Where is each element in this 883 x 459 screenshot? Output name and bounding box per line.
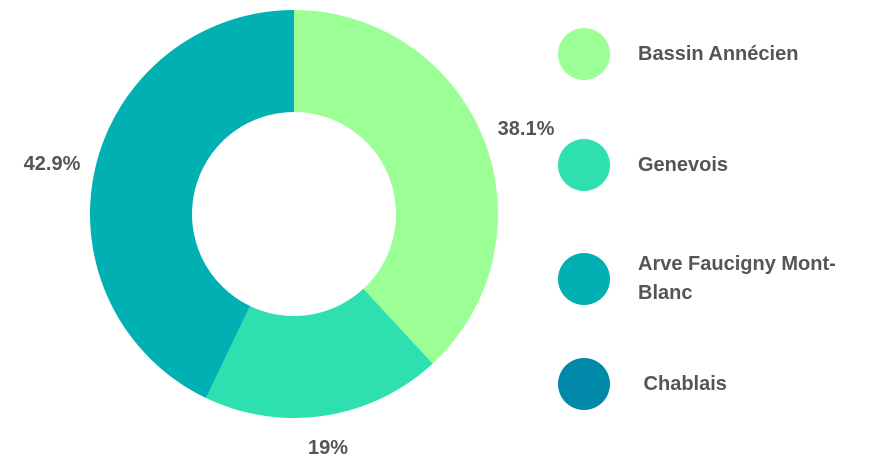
legend-label-bassin-annecien: Bassin Annécien — [638, 42, 799, 65]
legend-swatch-bassin-annecien — [558, 28, 610, 80]
donut-slice-genevois[interactable] — [205, 288, 433, 418]
legend-item-arve-faucigny-mont-blanc[interactable]: Arve Faucigny Mont-Blanc — [558, 250, 878, 308]
slice-labels: 38.1% 19% 42.9% — [24, 118, 555, 459]
legend-item-bassin-annecien[interactable]: Bassin Annécien — [558, 28, 878, 80]
donut-slice-bassin-ann-cien[interactable] — [294, 10, 498, 364]
legend-swatch-genevois — [558, 139, 610, 191]
legend-label-arve-faucigny-mont-blanc: Arve Faucigny Mont-Blanc — [638, 253, 836, 304]
slice-label-genevois: 19% — [308, 437, 348, 459]
donut-slices — [89, 10, 498, 418]
legend-label-chablais: Chablais — [638, 372, 727, 395]
legend-label-genevois: Genevois — [638, 153, 729, 176]
donut-slice-arve-faucigny-mont-blanc[interactable] — [89, 10, 294, 399]
slice-label-arve-faucigny-mont-blanc: 42.9% — [24, 153, 81, 175]
legend-swatch-arve-faucigny-mont-blanc — [558, 253, 610, 305]
legend-item-chablais[interactable]: Chablais — [558, 358, 878, 410]
legend: Bassin Annécien Genevois Arve Faucigny M… — [558, 0, 878, 459]
legend-swatch-chablais — [558, 358, 610, 410]
donut-chart: 38.1% 19% 42.9% — [24, 10, 555, 459]
legend-item-genevois[interactable]: Genevois — [558, 139, 878, 191]
slice-label-bassin-ann-cien: 38.1% — [498, 118, 555, 140]
